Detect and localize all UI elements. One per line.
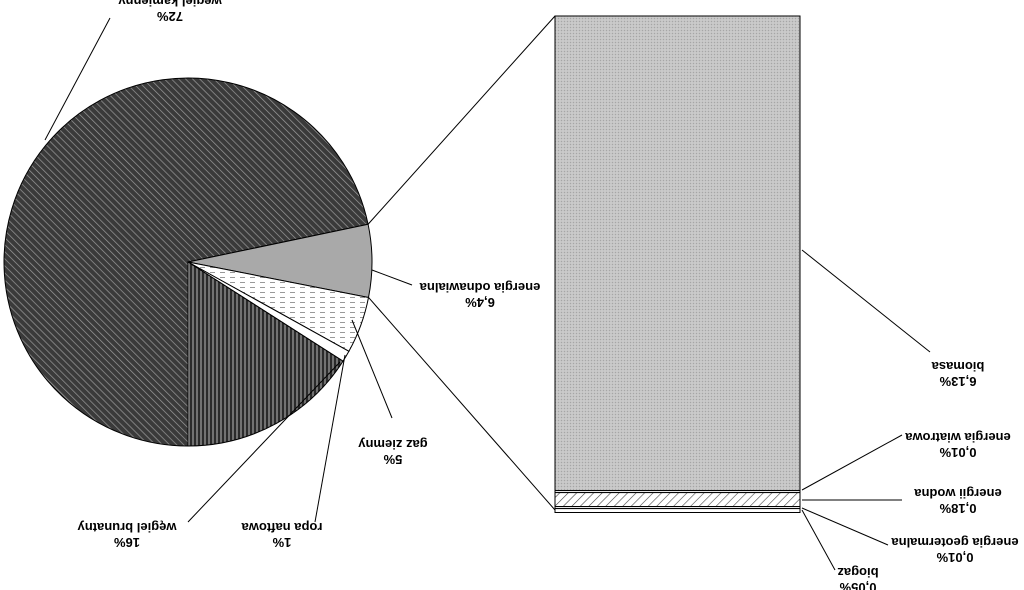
svg-text:energia wiatrowa: energia wiatrowa (904, 430, 1010, 445)
connector-bottom (368, 297, 556, 511)
svg-text:0,05%: 0,05% (839, 580, 876, 590)
label-ropa-naftowa-leader (314, 354, 346, 523)
label-energia-odnawialna: 6,4%energia odnawialna (419, 280, 540, 310)
label-gaz-ziemny-leader (351, 319, 393, 419)
connector-lines (367, 15, 556, 511)
svg-text:16%: 16% (114, 535, 140, 550)
svg-text:0,18%: 0,18% (939, 501, 976, 516)
svg-text:biogaz: biogaz (837, 565, 879, 580)
svg-text:energia geotermalna: energia geotermalna (891, 535, 1019, 550)
svg-text:5%: 5% (383, 452, 402, 467)
connector-top (367, 15, 556, 225)
label-biomasa: 6,13%biomasa (931, 359, 985, 389)
label-wegiel-kamienny: 72%węgiel kamienny (118, 0, 223, 24)
pie-slice-0 (3, 77, 369, 447)
label-gaz-ziemny: 5%gaz ziemny (358, 437, 428, 467)
svg-text:6,4%: 6,4% (465, 295, 495, 310)
label-wegiel-brunatny-leader (187, 361, 341, 523)
bar-segment-4 (554, 508, 801, 514)
label-energia-geotermalna: 0,01%energia geotermalna (891, 535, 1019, 565)
svg-text:6,13%: 6,13% (939, 374, 976, 389)
svg-text:1%: 1% (272, 535, 291, 550)
label-energii-wodna: 0,18%energii wodna (914, 486, 1002, 516)
svg-text:0,01%: 0,01% (936, 550, 973, 565)
label-biogaz-leader (801, 509, 836, 571)
svg-text:gaz ziemny: gaz ziemny (358, 437, 428, 452)
svg-text:węgiel kamienny: węgiel kamienny (118, 0, 223, 9)
svg-text:biomasa: biomasa (931, 359, 985, 374)
svg-text:72%: 72% (157, 9, 183, 24)
svg-text:węgiel brunatny: węgiel brunatny (77, 520, 178, 535)
label-energia-geotermalna-leader (801, 507, 889, 546)
svg-text:0,01%: 0,01% (939, 445, 976, 460)
svg-text:energia odnawialna: energia odnawialna (419, 280, 540, 295)
label-biogaz: 0,05%biogaz (837, 565, 879, 590)
labels: 72%węgiel kamienny 6,4%energia odnawialna… (44, 0, 1019, 590)
label-energia-odnawialna-leader (371, 269, 413, 286)
bar-segment-2 (554, 492, 801, 508)
label-energia-wiatrowa-leader (801, 434, 903, 491)
label-wegiel-brunatny: 16%węgiel brunatny (77, 520, 178, 550)
svg-text:ropa naftowa: ropa naftowa (241, 520, 323, 535)
label-ropa-naftowa: 1%ropa naftowa (241, 520, 323, 550)
label-energia-wiatrowa: 0,01%energia wiatrowa (904, 430, 1010, 460)
label-biomasa-leader (801, 249, 931, 353)
bar-segment-0 (554, 15, 801, 492)
label-wegiel-kamienny-leader (44, 17, 111, 141)
stacked-bar (554, 15, 801, 514)
pie (3, 77, 373, 447)
svg-text:energii wodna: energii wodna (914, 486, 1002, 501)
